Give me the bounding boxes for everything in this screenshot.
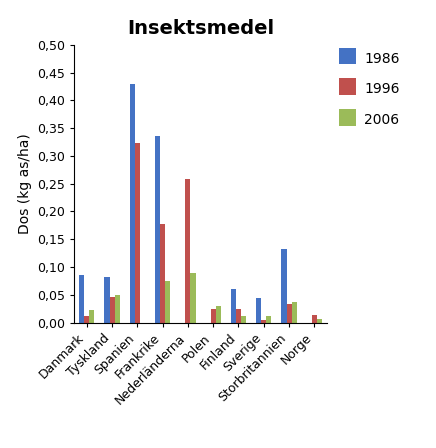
Bar xyxy=(84,316,89,323)
Bar xyxy=(89,310,94,323)
Bar xyxy=(185,179,191,323)
Bar xyxy=(211,309,216,323)
Legend: 1986, 1996, 2006: 1986, 1996, 2006 xyxy=(339,52,399,127)
Bar xyxy=(256,297,261,323)
Bar xyxy=(231,289,236,323)
Bar xyxy=(292,302,296,323)
Bar xyxy=(282,249,286,323)
Bar xyxy=(317,319,322,323)
Bar xyxy=(241,316,246,323)
Title: Insektsmedel: Insektsmedel xyxy=(127,19,274,38)
Bar xyxy=(135,143,140,323)
Bar xyxy=(286,304,292,323)
Bar xyxy=(160,224,165,323)
Bar xyxy=(216,306,221,323)
Bar xyxy=(261,320,266,323)
Bar xyxy=(266,316,271,323)
Y-axis label: Dos (kg as/ha): Dos (kg as/ha) xyxy=(17,134,31,234)
Bar xyxy=(155,137,160,323)
Bar xyxy=(109,297,115,323)
Bar xyxy=(236,309,241,323)
Bar xyxy=(79,276,84,323)
Bar xyxy=(165,281,170,323)
Bar xyxy=(191,272,195,323)
Bar xyxy=(115,295,119,323)
Bar xyxy=(105,277,109,323)
Bar xyxy=(130,84,135,323)
Bar xyxy=(312,315,317,323)
